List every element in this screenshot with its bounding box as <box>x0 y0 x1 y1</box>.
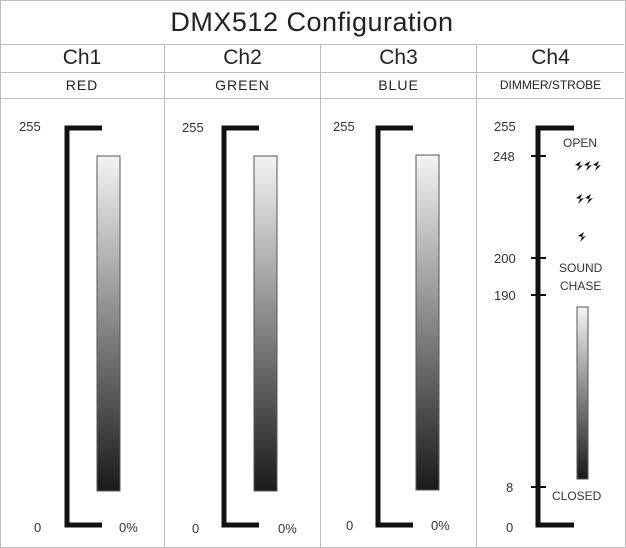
ch3-min-label: 0 <box>346 518 354 533</box>
ch4-tick-190-label: 190 <box>494 288 516 303</box>
ch1-bracket <box>64 125 102 528</box>
ch1-gradient-bar <box>96 155 121 492</box>
ch4-tick-248-label: 248 <box>493 149 515 164</box>
ch4-max-label: 255 <box>494 119 516 134</box>
ch4-header: Ch4 <box>477 44 624 73</box>
ch1-function: RED <box>0 72 164 99</box>
ch4-bracket <box>535 125 574 528</box>
ch3-bracket <box>375 125 413 528</box>
ch3-max-label: 255 <box>333 119 355 134</box>
ch4-tick-200-label: 200 <box>494 251 516 266</box>
ch2-gradient-bar <box>253 155 278 492</box>
strobe-fast-icon <box>575 161 601 171</box>
ch4-open-label: OPEN <box>563 136 598 150</box>
ch4-closed-label: CLOSED <box>552 489 602 503</box>
ch4-min-label: 0 <box>506 520 514 535</box>
ch1-min-label: 0 <box>34 520 42 535</box>
ch3-function: BLUE <box>321 72 476 99</box>
ch4-dimmer-gradient-bar <box>576 306 589 480</box>
ch3-pct-label: 0% <box>431 518 450 533</box>
ch1-max-label: 255 <box>19 119 41 134</box>
ch2-header: Ch2 <box>165 44 320 73</box>
column-divider <box>476 44 477 547</box>
ch2-min-label: 0 <box>192 521 200 536</box>
strobe-medium-icon <box>576 194 593 204</box>
ch2-max-label: 255 <box>182 120 204 135</box>
column-divider <box>320 44 321 547</box>
ch4-tick-8-label: 8 <box>506 480 514 495</box>
ch3-header: Ch3 <box>321 44 476 73</box>
strobe-slow-icon <box>578 232 586 242</box>
ch2-bracket <box>221 125 259 528</box>
ch2-function: GREEN <box>165 72 320 99</box>
ch1-pct-label: 0% <box>119 520 138 535</box>
ch2-pct-label: 0% <box>278 521 297 536</box>
ch4-function: DIMMER/STROBE <box>477 72 624 99</box>
ch4-chase-label: CHASE <box>560 279 602 293</box>
column-divider <box>164 44 165 547</box>
page-title: DMX512 Configuration <box>0 0 624 45</box>
ch1-header: Ch1 <box>0 44 164 73</box>
ch3-gradient-bar <box>415 154 440 491</box>
ch4-sound-label: SOUND <box>559 261 603 275</box>
